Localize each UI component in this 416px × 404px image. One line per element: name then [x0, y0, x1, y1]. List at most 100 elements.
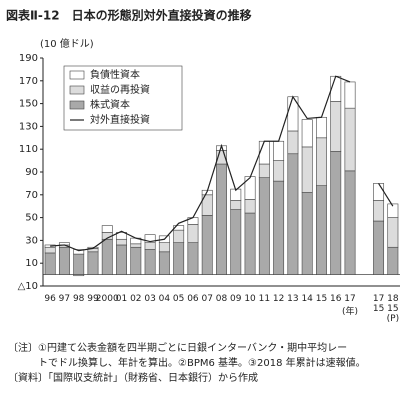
bar-segment: [187, 224, 199, 243]
y-tick-label: 70: [25, 190, 38, 201]
bar-segment: [301, 192, 313, 275]
note: 〔資料〕「国際収支統計」（財務省、日本銀行）から作成: [8, 373, 258, 384]
bar-segment: [230, 209, 242, 275]
y-tick-label: △10: [18, 281, 38, 292]
bar-segment: [373, 200, 385, 222]
x-tick-label: 11: [258, 294, 271, 304]
bar-segment: [344, 107, 356, 172]
bar-segment: [258, 177, 270, 275]
bar-segment: [316, 137, 327, 186]
bar-segment: [387, 217, 399, 248]
bar-segment: [116, 238, 127, 246]
y-tick-label: 190: [19, 53, 38, 64]
bar-segment: [130, 243, 142, 248]
y-tick-label: 150: [19, 99, 38, 110]
x-tick-label: 17: [344, 294, 356, 304]
bar-segment: [258, 140, 270, 165]
bar-segment: [73, 274, 85, 277]
note: トでドル換算し、年計を算出。②BPM6 基準。③2018 年累計は速報値。: [8, 358, 366, 369]
x-tick-label: 03: [144, 294, 156, 304]
bar-segment: [173, 229, 185, 243]
x-tick-label: 16: [330, 294, 342, 304]
x-tick-label: 13: [287, 294, 299, 304]
legend-swatch: [69, 70, 85, 80]
x-tick-label: 02: [130, 294, 142, 304]
bar-segment: [58, 246, 70, 275]
bar-segment: [387, 246, 399, 275]
bar-segment: [273, 140, 285, 161]
legend-label: 負債性資本: [90, 68, 140, 81]
y-unit: (10 億ドル): [40, 37, 94, 50]
note: 〔注〕①円建て公表金額を四半期ごとに日銀インターバンク・期中平均レー: [8, 343, 348, 354]
bar-segment: [44, 252, 56, 275]
bar-segment: [158, 242, 170, 253]
x-tick-label: 96: [44, 294, 56, 304]
x-tick-label: 07: [201, 294, 213, 304]
x-tick-label: 18 15 (P): [386, 294, 400, 324]
x-tick-label: 08: [215, 294, 228, 304]
bar-segment: [316, 116, 327, 139]
x-tick-label: 09: [230, 294, 242, 304]
legend-label: 収益の再投資: [90, 83, 150, 96]
bar-segment: [330, 151, 342, 275]
bar-segment: [244, 199, 256, 214]
bar-segment: [101, 225, 113, 233]
bar-segment: [144, 234, 156, 243]
bar-segment: [173, 225, 185, 231]
x-tick-label: 01: [115, 294, 128, 304]
bar-segment: [387, 203, 399, 218]
legend-swatch: [69, 100, 85, 110]
chart-title: 図表Ⅱ-12 日本の形態別対外直接投資の推移: [6, 8, 252, 23]
bar-segment: [316, 185, 327, 275]
bar-segment: [101, 238, 113, 275]
bar-segment: [116, 232, 127, 240]
bar-segment: [287, 153, 299, 275]
bar-segment: [158, 251, 170, 275]
y-tick-label: 170: [19, 76, 38, 87]
bar-segment: [258, 163, 270, 179]
bar-segment: [330, 75, 342, 102]
x-tick-label: 17 15: [372, 294, 385, 314]
bar-segment: [287, 130, 299, 155]
x-unit: (年): [342, 307, 359, 317]
x-tick-label: 2000: [95, 294, 119, 304]
x-tick-label: 15: [315, 294, 328, 304]
bar-segment: [173, 242, 185, 275]
x-tick-label: 97: [58, 294, 71, 304]
bar-segment: [187, 242, 199, 275]
legend-label: 対外直接投資: [90, 113, 150, 126]
y-tick-label: 50: [25, 213, 38, 224]
bar-segment: [330, 101, 342, 152]
x-tick-label: 12: [272, 294, 285, 304]
x-tick-label: 98: [72, 294, 85, 304]
bar-segment: [87, 251, 99, 275]
x-tick-label: 10: [244, 294, 256, 304]
bar-segment: [373, 183, 385, 201]
bar-segment: [144, 242, 156, 250]
bar-segment: [116, 244, 127, 275]
bar-segment: [273, 180, 285, 275]
y-tick-label: 90: [25, 167, 38, 178]
bar-segment: [73, 249, 85, 255]
bar-segment: [130, 246, 142, 275]
bar-segment: [373, 220, 385, 275]
y-tick-label: 10: [25, 258, 38, 269]
bar-segment: [73, 253, 85, 275]
x-tick-label: 06: [187, 294, 199, 304]
y-tick-label: 110: [19, 144, 38, 155]
bar-segment: [230, 200, 242, 210]
bar-segment: [301, 146, 313, 193]
bar-segment: [201, 215, 213, 275]
bar-segment: [301, 119, 313, 148]
legend-label: 株式資本: [90, 98, 130, 111]
y-tick-label: 30: [25, 235, 38, 246]
bar-segment: [273, 160, 285, 182]
bar-segment: [344, 81, 356, 109]
x-tick-label: 04: [158, 294, 171, 304]
total-line: [50, 75, 394, 252]
y-tick-label: 130: [19, 121, 38, 132]
bar-segment: [44, 246, 56, 254]
x-tick-label: 14: [301, 294, 313, 304]
